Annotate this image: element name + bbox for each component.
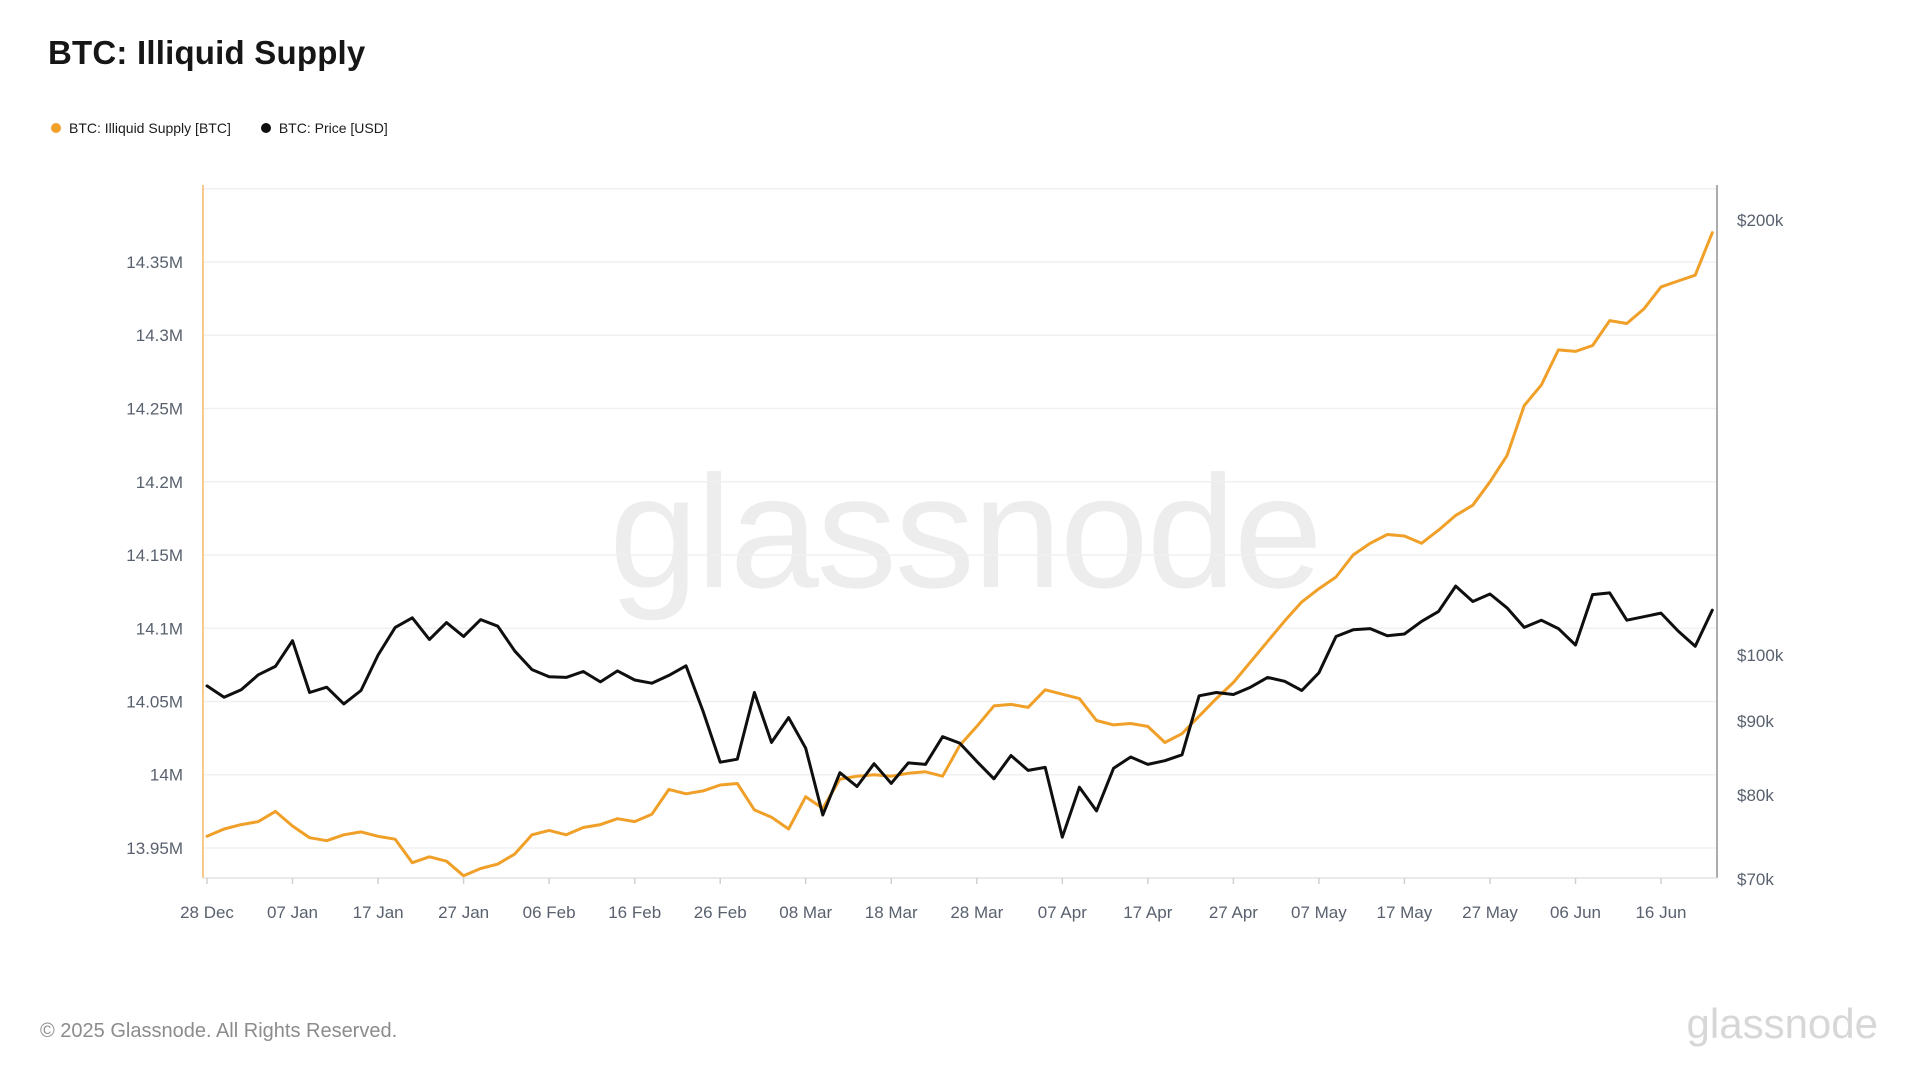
glassnode-watermark: glassnode [609,442,1322,621]
illiquid-supply-line[interactable] [205,231,1714,878]
legend-item-illiquid-supply[interactable]: BTC: Illiquid Supply [BTC] [51,120,231,136]
legend-dot-orange-icon [51,123,61,133]
left-axis-label: 14.05M [126,693,183,712]
legend-item-price[interactable]: BTC: Price [USD] [260,120,388,136]
legend-label: BTC: Illiquid Supply [BTC] [69,120,231,136]
right-axis-label: $100k [1737,646,1784,665]
x-axis-label: 07 Jan [267,903,318,922]
left-axis-label: 14.1M [136,619,183,638]
left-axis-label: 14.15M [126,546,183,565]
left-axis-label: 14M [150,766,183,785]
right-axis-label: $200k [1737,211,1784,230]
legend: BTC: Illiquid Supply [BTC] BTC: Price [U… [51,120,388,136]
right-axis-label: $80k [1737,786,1774,805]
left-axis-label: 14.2M [136,473,183,492]
x-axis-label: 27 Apr [1209,903,1258,922]
x-axis-label: 17 May [1377,903,1433,922]
glassnode-logo: glassnode [1686,1000,1878,1047]
x-axis-label: 18 Mar [865,903,918,922]
legend-dot-black-icon [260,123,271,133]
page-title: BTC: Illiquid Supply [48,34,366,71]
copyright-text: © 2025 Glassnode. All Rights Reserved. [40,1020,398,1042]
left-axis-label: 13.95M [126,839,183,858]
x-axis-label: 06 Feb [523,903,576,922]
left-axis-label: 14.35M [126,253,183,272]
x-axis-label: 08 Mar [779,903,832,922]
x-axis-label: 28 Dec [180,903,234,922]
legend-label: BTC: Price [USD] [278,120,388,136]
x-axis-label: 16 Jun [1635,903,1686,922]
right-axis-label: $70k [1737,870,1774,889]
x-axis-label: 16 Feb [608,903,661,922]
left-axis-label: 14.25M [126,400,183,419]
x-axis-label: 06 Jun [1550,903,1601,922]
x-axis-label: 17 Jan [353,903,404,922]
x-axis-label: 27 Jan [438,903,489,922]
left-axis-label: 14.3M [136,326,183,345]
x-axis-label: 26 Feb [694,903,747,922]
x-axis-label: 17 Apr [1123,903,1172,922]
price-line[interactable] [205,584,1714,839]
x-axis-label: 07 Apr [1038,903,1087,922]
right-axis-label: $90k [1737,712,1774,731]
x-axis-label: 07 May [1291,903,1347,922]
x-axis-label: 27 May [1462,903,1518,922]
x-axis-label: 28 Mar [950,903,1003,922]
